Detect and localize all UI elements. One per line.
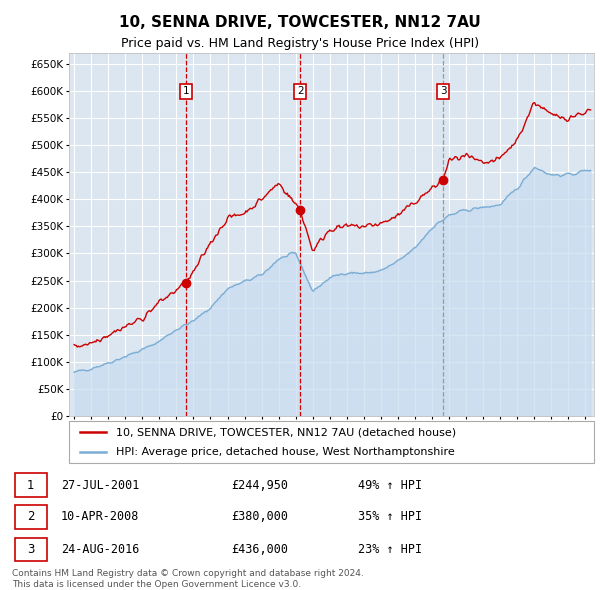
- Text: Contains HM Land Registry data © Crown copyright and database right 2024.
This d: Contains HM Land Registry data © Crown c…: [12, 569, 364, 589]
- Text: 35% ↑ HPI: 35% ↑ HPI: [358, 510, 422, 523]
- Text: HPI: Average price, detached house, West Northamptonshire: HPI: Average price, detached house, West…: [116, 447, 455, 457]
- Text: 23% ↑ HPI: 23% ↑ HPI: [358, 543, 422, 556]
- Text: 10, SENNA DRIVE, TOWCESTER, NN12 7AU: 10, SENNA DRIVE, TOWCESTER, NN12 7AU: [119, 15, 481, 30]
- Text: £436,000: £436,000: [231, 543, 288, 556]
- Text: 49% ↑ HPI: 49% ↑ HPI: [358, 478, 422, 491]
- Text: 3: 3: [27, 543, 34, 556]
- Text: 10-APR-2008: 10-APR-2008: [61, 510, 139, 523]
- FancyBboxPatch shape: [15, 537, 47, 562]
- Text: £380,000: £380,000: [231, 510, 288, 523]
- Text: 10, SENNA DRIVE, TOWCESTER, NN12 7AU (detached house): 10, SENNA DRIVE, TOWCESTER, NN12 7AU (de…: [116, 427, 457, 437]
- Text: 2: 2: [297, 86, 304, 96]
- Text: £244,950: £244,950: [231, 478, 288, 491]
- Text: 1: 1: [183, 86, 190, 96]
- Text: 3: 3: [440, 86, 446, 96]
- Text: 2: 2: [27, 510, 34, 523]
- FancyBboxPatch shape: [15, 505, 47, 529]
- Text: 27-JUL-2001: 27-JUL-2001: [61, 478, 139, 491]
- FancyBboxPatch shape: [69, 421, 594, 463]
- Text: Price paid vs. HM Land Registry's House Price Index (HPI): Price paid vs. HM Land Registry's House …: [121, 37, 479, 50]
- FancyBboxPatch shape: [15, 473, 47, 497]
- Text: 24-AUG-2016: 24-AUG-2016: [61, 543, 139, 556]
- Text: 1: 1: [27, 478, 34, 491]
